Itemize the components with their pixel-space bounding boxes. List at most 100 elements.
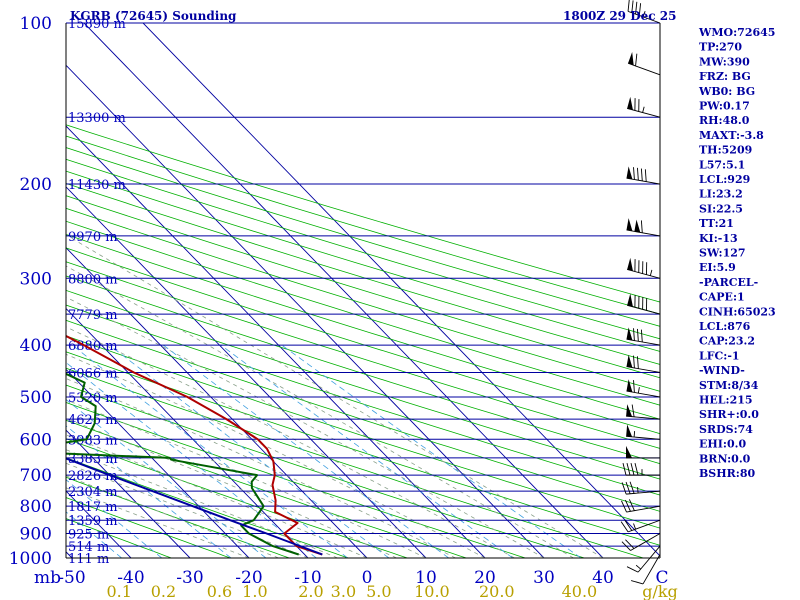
sounding-profiles [66,334,323,556]
wind-barb-full [620,521,629,533]
wind-pennant [626,327,633,341]
wind-pennant [627,96,633,110]
height-label: 4625 m [68,413,118,428]
wind-barb-full [622,463,627,476]
index-line: KI:-13 [699,232,738,245]
wind-barb-staff [642,554,661,585]
wind-barb-full [621,482,627,495]
index-line: STM:8/34 [699,379,759,392]
wind-barb-full [633,380,635,393]
pressure-unit-label: mb [34,568,61,588]
wind-barb-half [637,487,639,494]
index-line: MW:390 [699,55,750,68]
wind-barb [621,499,661,513]
index-line: BRN:0.0 [699,452,751,465]
height-label: 7779 m [68,308,118,323]
pressure-tick-label: 300 [20,269,52,289]
wind-barb [626,445,660,459]
wind-barb-full [644,169,647,182]
pressure-tick-label: 600 [20,430,52,450]
wind-barb-half [633,431,636,438]
index-line: SHR+:0.0 [699,408,759,421]
index-line: CINH:65023 [699,305,776,318]
wind-barb-full [634,463,639,476]
wind-barb-staff [637,545,661,573]
isotherm [142,23,660,557]
temperature-tick-label: -50 [58,568,85,588]
wind-barb [626,379,661,398]
index-line: WB0: BG [698,85,755,98]
height-label: 111 m [68,552,109,567]
pressure-tick-label: 400 [20,336,52,356]
mixing-ratio-tick-label: 0.6 [207,582,232,600]
wind-barb-full [625,499,631,512]
wind-barb-full [627,0,630,12]
wind-barb-staff [626,390,661,398]
wind-barb [626,404,661,420]
wind-barb-half [642,11,646,17]
index-line: WMO:72645 [698,26,775,39]
valid-time: 1800Z 29 Dec 25 [563,9,676,23]
wind-barb-full [640,168,643,181]
wind-pennant [626,445,632,458]
wind-pennant [627,293,633,307]
index-line: FRZ: BG [699,70,751,83]
isotherm [66,64,545,558]
height-label: 15890 m [68,17,126,32]
wind-barb-staff [627,10,661,24]
height-label: 5320 m [68,391,118,406]
wind-barb-full [640,220,643,233]
wind-barb [621,533,661,551]
isobars: 100 200 300 400 500 600 700 800 900 1000 [9,14,660,569]
wind-barb-staff [627,107,661,118]
wind-barb-full [624,519,633,531]
wind-barb-full [637,356,639,369]
wind-barb [627,0,661,24]
wind-barb [622,463,660,476]
wind-pennant [626,379,633,393]
wind-barb-full [637,328,639,342]
wind-pennant [626,166,633,180]
wind-barb-full [637,167,639,181]
mixing-ratio-tick-label: 2.0 [298,582,323,600]
index-line: EHI:0.0 [699,438,746,451]
axes: mb-50 -40 -30 -20 -10 0 10 20 30 40 C 0.1 0.2 0.6 1.0 2… [34,23,678,600]
wind-barb-full [631,0,634,13]
wind-barb-full [633,355,635,368]
temperature-tick-label: 10 [415,568,437,588]
pressure-tick-label: 200 [20,175,52,195]
index-line: PW:0.17 [699,100,750,113]
index-line: TP:270 [699,41,742,54]
wind-barb [626,545,661,573]
index-line: LFC:-1 [699,349,740,362]
wind-barb [627,96,661,118]
temperature-profile [66,334,323,556]
dew-point-profile [66,372,300,556]
wind-barb-full [630,463,635,476]
wind-barb-staff [626,490,661,495]
wind-barb-staff [626,366,661,373]
temperature-tick-label: -10 [294,568,321,588]
isotherm [66,429,191,558]
wind-barb-full [629,481,635,494]
wind-barb-staff [626,435,661,440]
wind-barb [626,166,661,185]
wind-barb-staff [627,269,661,279]
wind-barb-full [631,404,635,417]
mixing-ratio-tick-label: 1.0 [242,582,267,600]
temperature-tick-label: 40 [592,568,614,588]
wind-barb [620,519,661,533]
isotherm [83,23,604,558]
pressure-tick-label: 700 [20,466,52,486]
wind-barb-full [626,566,639,573]
moist-adiabat [66,475,279,558]
temperature-tick-label: 20 [474,568,496,588]
wind-pennant [626,424,633,437]
mixing-ratio-tick-label: 20.0 [479,582,515,600]
pressure-tick-label: 1000 [9,549,52,569]
wind-barb [627,257,661,279]
height-label: 925 m [68,528,109,543]
pressure-tick-label: 500 [20,388,52,408]
wind-barb-full [621,500,627,513]
